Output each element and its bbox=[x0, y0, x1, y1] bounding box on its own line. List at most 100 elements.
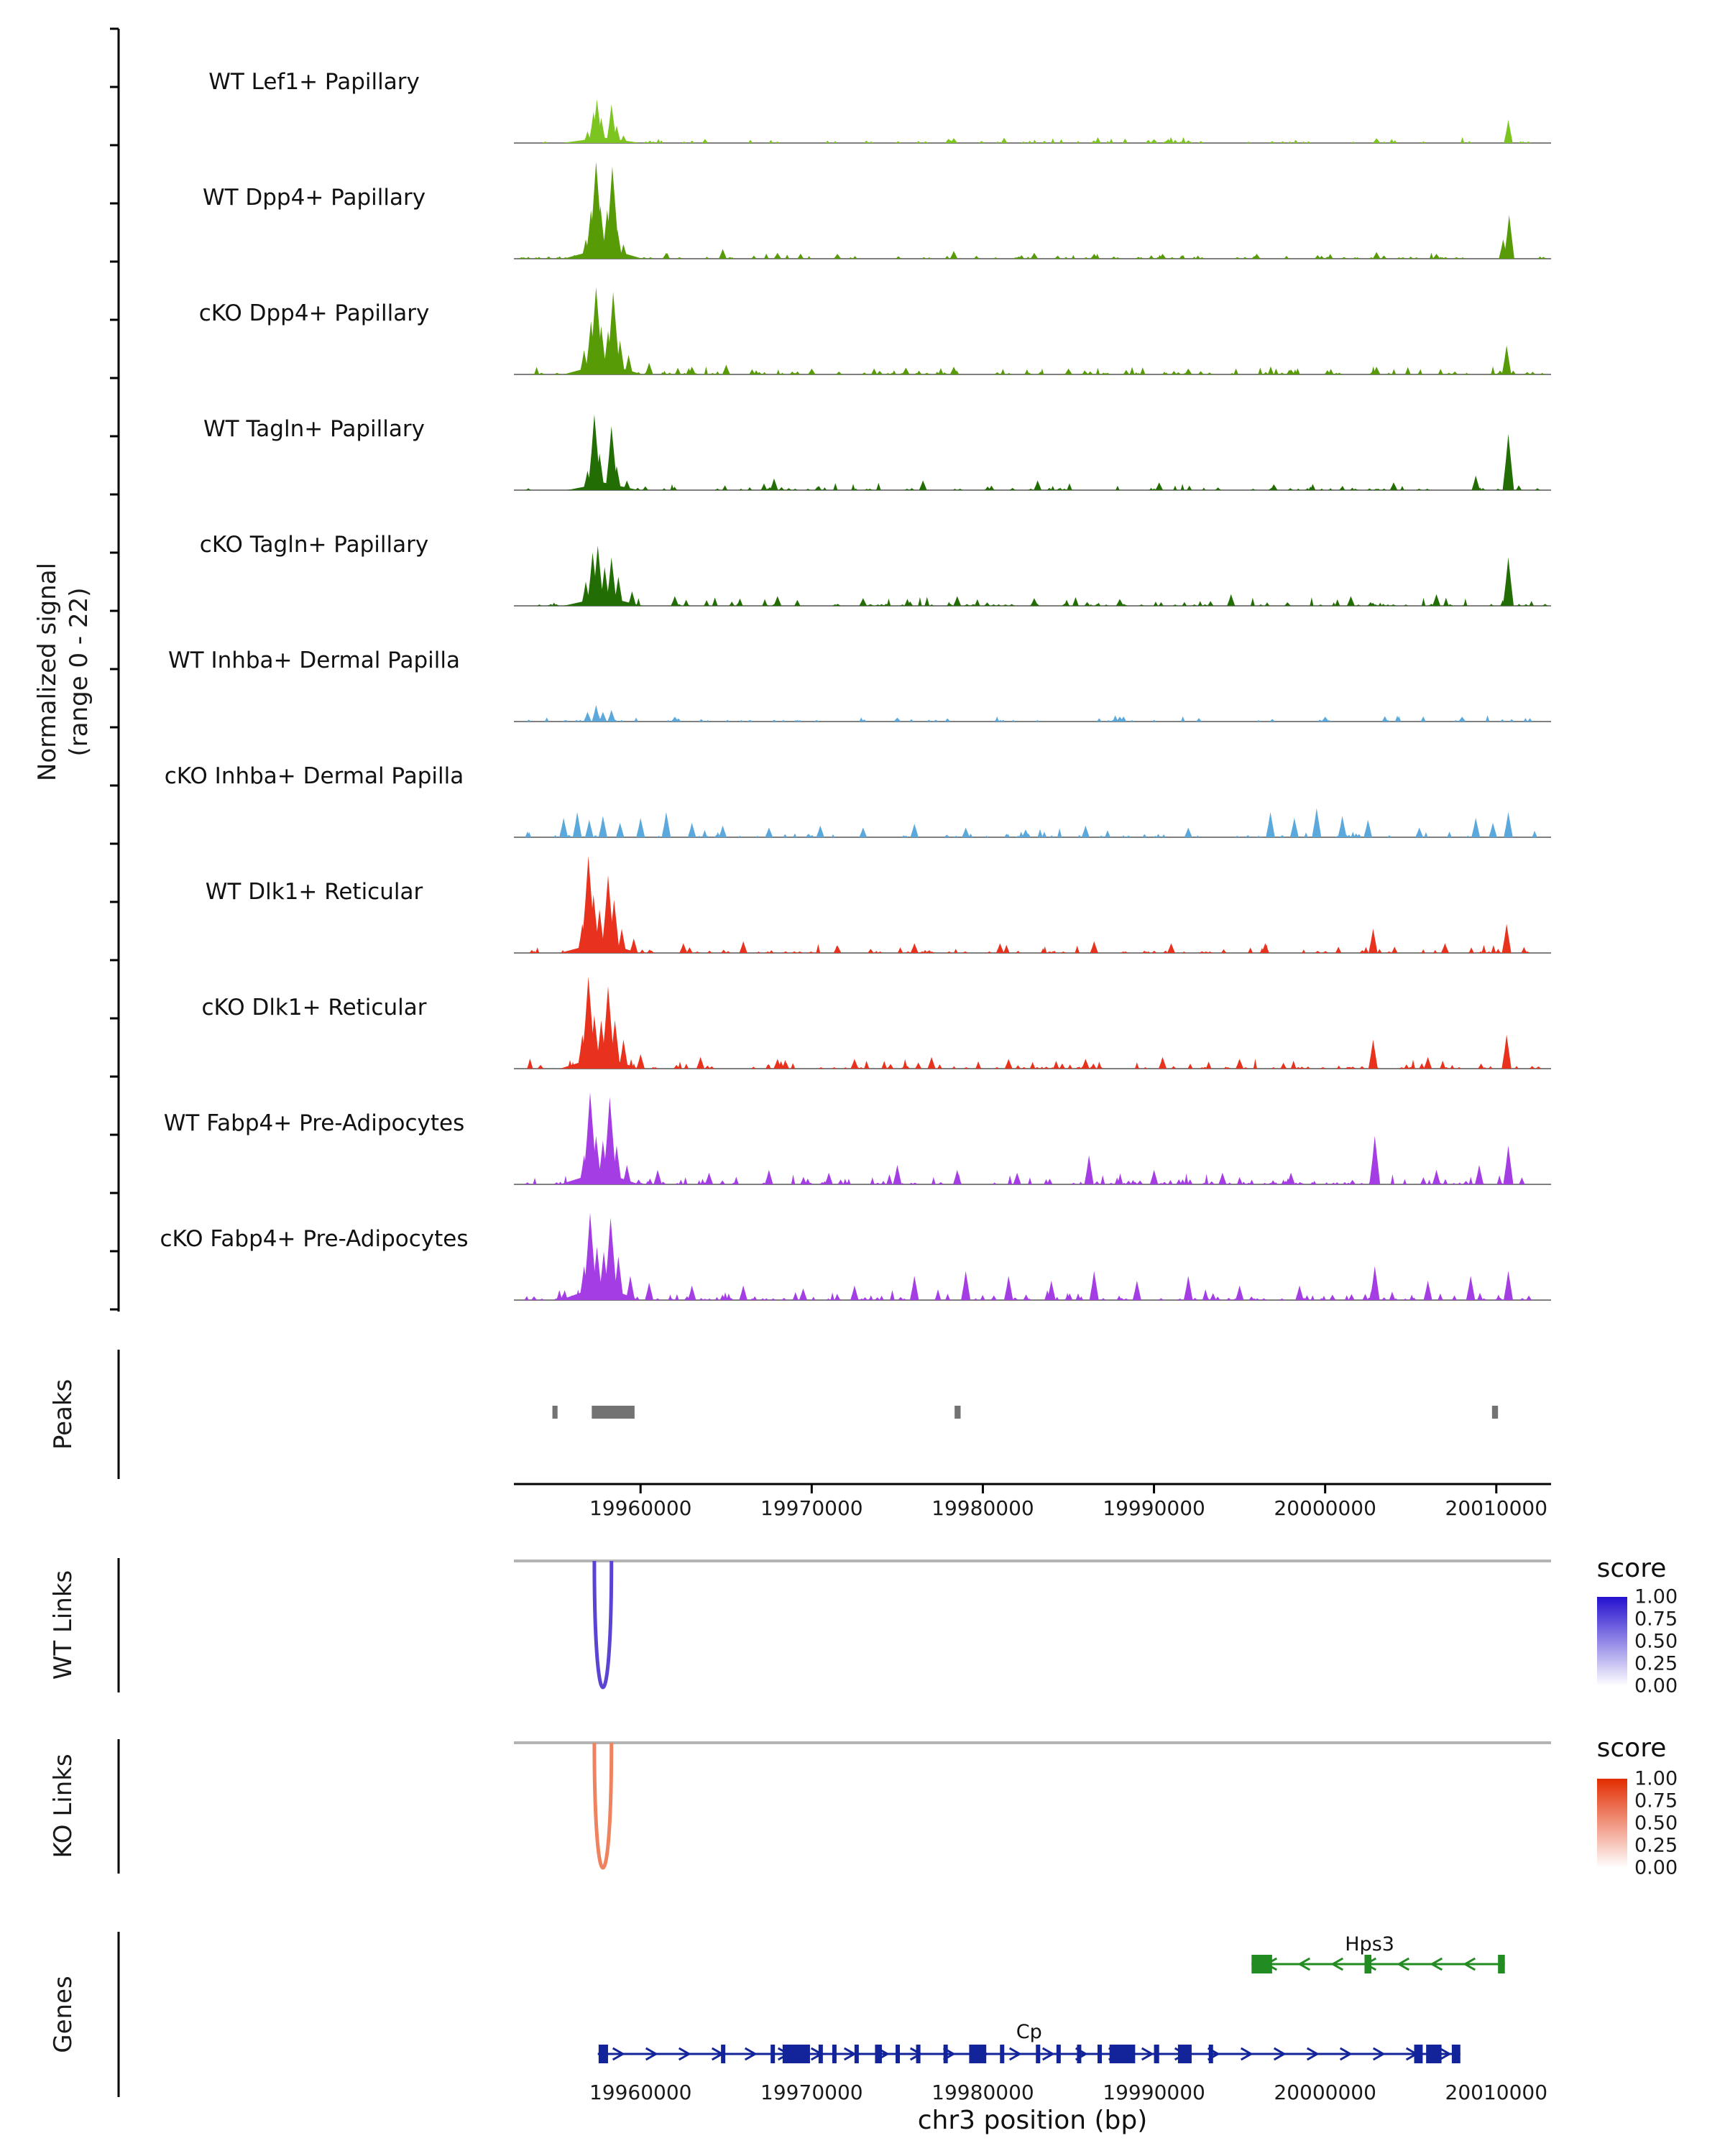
signal-spike bbox=[905, 951, 911, 953]
signal-spike bbox=[1480, 488, 1486, 490]
signal-spike bbox=[1468, 1176, 1473, 1184]
signal-spike bbox=[1427, 604, 1435, 606]
signal-spike bbox=[533, 1177, 537, 1184]
signal-spike bbox=[1021, 1067, 1027, 1069]
signal-spike bbox=[1519, 1177, 1525, 1184]
signal-spike bbox=[1399, 257, 1407, 259]
signal-spike bbox=[864, 489, 869, 490]
signal-spike bbox=[1227, 594, 1236, 606]
signal-spike bbox=[1088, 604, 1093, 606]
signal-spike bbox=[581, 1067, 588, 1069]
signal-spike bbox=[807, 256, 811, 259]
signal-spike bbox=[1000, 369, 1006, 374]
signal-spike bbox=[805, 488, 811, 490]
signal-spike bbox=[666, 372, 673, 374]
signal-spike bbox=[1117, 1173, 1123, 1184]
signal-spike bbox=[718, 825, 727, 837]
gene-exon bbox=[1000, 2045, 1005, 2063]
signal-spike bbox=[864, 1060, 869, 1069]
signal-spike bbox=[765, 827, 773, 837]
signal-spike bbox=[1181, 137, 1186, 143]
signal-spike bbox=[1540, 373, 1545, 374]
signal-spike bbox=[674, 367, 681, 374]
signal-spike bbox=[686, 368, 692, 374]
signal-spike bbox=[1330, 1182, 1336, 1184]
signal-spike bbox=[1132, 1281, 1141, 1300]
signal-spike bbox=[1233, 1298, 1238, 1300]
track-label: cKO Dlk1+ Reticular bbox=[201, 995, 427, 1021]
ko-link-legend-tick: 0.25 bbox=[1634, 1834, 1678, 1857]
signal-spike bbox=[1094, 1181, 1100, 1184]
wt-link-legend-tick: 0.00 bbox=[1634, 1674, 1678, 1697]
signal-spike bbox=[1466, 141, 1473, 143]
peak-interval bbox=[1491, 1406, 1499, 1419]
signal-spike bbox=[953, 836, 960, 837]
signal-spike bbox=[1312, 808, 1322, 837]
signal-spike bbox=[881, 1061, 887, 1069]
signal-spike bbox=[683, 1177, 688, 1184]
signal-spike bbox=[1397, 716, 1402, 722]
signal-spike bbox=[525, 488, 531, 490]
gene-strand-arrow bbox=[645, 2047, 658, 2061]
signal-spike bbox=[1359, 1183, 1364, 1184]
signal-spike bbox=[854, 488, 858, 490]
signal-spike bbox=[1535, 488, 1540, 490]
signal-spike bbox=[1013, 257, 1018, 259]
wt-links-score-legend-title: score bbox=[1596, 1554, 1667, 1583]
signal-spike bbox=[1261, 1298, 1267, 1300]
signal-spike bbox=[1478, 952, 1484, 953]
signal-spike bbox=[963, 1067, 970, 1069]
signal-spike bbox=[1046, 952, 1052, 953]
signal-spike bbox=[1419, 1063, 1425, 1069]
signal-spike bbox=[1368, 257, 1374, 259]
signal-spike bbox=[737, 836, 742, 837]
signal-spike bbox=[1057, 487, 1063, 490]
signal-spike bbox=[1122, 372, 1128, 374]
signal-spike bbox=[1402, 1299, 1408, 1300]
signal-spike bbox=[607, 709, 616, 722]
signal-spike bbox=[1126, 835, 1132, 837]
signal-spike bbox=[1115, 257, 1121, 259]
signal-spike bbox=[1340, 257, 1348, 259]
signal-spike bbox=[610, 1020, 620, 1069]
signal-spike bbox=[539, 1299, 545, 1300]
signal-spike bbox=[638, 1183, 645, 1184]
signal-spike bbox=[722, 485, 728, 490]
gene-strand-arrow bbox=[1041, 2047, 1055, 2061]
signal-spike bbox=[964, 604, 970, 606]
signal-spike bbox=[1432, 949, 1438, 953]
signal-spike bbox=[616, 257, 620, 259]
signal-spike bbox=[879, 604, 884, 606]
signal-spike bbox=[1037, 372, 1044, 374]
signal-spike bbox=[1504, 215, 1514, 259]
track-label: WT Fabp4+ Pre-Adipocytes bbox=[163, 1110, 465, 1136]
signal-spike bbox=[1501, 345, 1512, 374]
signal-spike bbox=[612, 229, 622, 259]
signal-spike bbox=[1286, 369, 1292, 374]
signal-spike bbox=[590, 487, 595, 490]
signal-spike bbox=[799, 1288, 807, 1300]
signal-spike bbox=[640, 257, 647, 259]
signal-spike bbox=[867, 604, 874, 606]
signal-spike bbox=[1199, 951, 1205, 953]
signal-spike bbox=[931, 1176, 936, 1184]
signal-spike bbox=[1287, 488, 1294, 490]
signal-spike bbox=[1060, 952, 1067, 953]
signal-spike bbox=[733, 1176, 739, 1184]
signal-spike bbox=[994, 372, 1000, 374]
signal-spike bbox=[1075, 945, 1080, 953]
signal-spike bbox=[891, 370, 896, 374]
signal-spike bbox=[1371, 366, 1376, 374]
signal-spike bbox=[700, 1179, 705, 1184]
signal-spike bbox=[1320, 1067, 1326, 1069]
signal-spike bbox=[1281, 1179, 1286, 1184]
signal-spike bbox=[762, 599, 768, 606]
signal-spike bbox=[1246, 1182, 1252, 1184]
gene-strand-arrow bbox=[1438, 2047, 1452, 2061]
signal-spike bbox=[613, 1298, 620, 1300]
signal-spike bbox=[574, 719, 579, 722]
signal-spike bbox=[615, 822, 625, 837]
signal-spike bbox=[1263, 372, 1269, 374]
signal-spike bbox=[816, 825, 824, 837]
signal-spike bbox=[1501, 1034, 1512, 1069]
